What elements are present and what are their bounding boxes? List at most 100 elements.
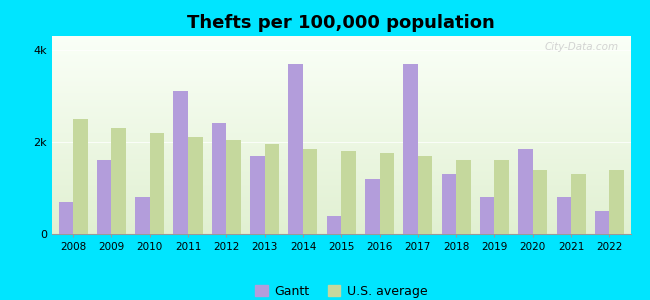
Bar (52, 38, 630, 39)
Bar (52, 53, 630, 54)
Bar (52, 224, 630, 225)
Bar (52, 217, 630, 218)
Bar (52, 220, 630, 221)
Bar (52, 117, 630, 118)
Bar (52, 44, 630, 45)
Bar (52, 159, 630, 160)
Bar (52, 86, 630, 88)
Bar (610, 169, 624, 234)
Bar (52, 233, 630, 234)
Bar (52, 227, 630, 228)
Bar (52, 57, 630, 58)
Bar (52, 176, 630, 177)
Bar (73, 119, 88, 234)
Bar (52, 143, 630, 144)
Bar (52, 70, 630, 72)
Bar (52, 65, 630, 66)
Bar (188, 137, 203, 234)
Bar (52, 123, 630, 124)
Bar (380, 153, 394, 234)
Bar (52, 58, 630, 59)
Bar (52, 66, 630, 67)
Bar (52, 174, 630, 175)
Bar (52, 154, 630, 155)
Bar (52, 37, 630, 38)
Bar (456, 160, 471, 234)
Bar (52, 118, 630, 119)
Bar (403, 64, 418, 234)
Bar (52, 177, 630, 178)
Bar (303, 149, 317, 234)
Bar (265, 144, 279, 234)
Bar (52, 152, 630, 153)
Bar (52, 166, 630, 167)
Bar (52, 85, 630, 86)
Bar (52, 190, 630, 191)
Bar (52, 125, 630, 126)
Bar (52, 107, 630, 108)
Bar (52, 188, 630, 190)
Bar (52, 145, 630, 146)
Bar (111, 128, 126, 234)
Bar (441, 174, 456, 234)
Bar (52, 72, 630, 73)
Bar (52, 206, 630, 207)
Bar (52, 149, 630, 150)
Bar (52, 155, 630, 156)
Bar (52, 60, 630, 61)
Bar (52, 135, 630, 136)
Bar (52, 56, 630, 57)
Bar (52, 82, 630, 83)
Bar (150, 133, 164, 234)
Bar (226, 140, 241, 234)
Bar (52, 209, 630, 210)
Bar (52, 122, 630, 123)
Bar (52, 46, 630, 47)
Bar (52, 67, 630, 68)
Bar (52, 201, 630, 202)
Bar (135, 197, 150, 234)
Bar (52, 199, 630, 200)
Bar (52, 69, 630, 70)
Bar (495, 160, 509, 234)
Bar (52, 50, 630, 51)
Bar (52, 62, 630, 63)
Bar (52, 164, 630, 165)
Bar (52, 184, 630, 185)
Bar (52, 142, 630, 143)
Bar (52, 92, 630, 93)
Bar (52, 175, 630, 176)
Bar (418, 156, 432, 234)
Bar (52, 95, 630, 96)
Bar (52, 36, 630, 37)
Bar (52, 203, 630, 204)
Bar (250, 156, 265, 234)
Bar (52, 198, 630, 199)
Bar (52, 232, 630, 233)
Bar (52, 170, 630, 171)
Bar (289, 64, 303, 234)
Bar (52, 215, 630, 216)
Bar (52, 230, 630, 231)
Bar (52, 210, 630, 211)
Bar (52, 63, 630, 64)
Bar (52, 207, 630, 208)
Bar (52, 104, 630, 105)
Bar (52, 119, 630, 120)
Bar (52, 94, 630, 95)
Bar (52, 221, 630, 222)
Bar (52, 218, 630, 219)
Bar (52, 48, 630, 49)
Bar (52, 103, 630, 104)
Bar (480, 197, 495, 234)
Bar (52, 144, 630, 145)
Bar (52, 161, 630, 162)
Bar (52, 90, 630, 92)
Bar (52, 80, 630, 82)
Bar (52, 130, 630, 131)
Bar (52, 216, 630, 217)
Bar (52, 160, 630, 161)
Bar (52, 131, 630, 132)
Bar (52, 208, 630, 209)
Bar (52, 165, 630, 166)
